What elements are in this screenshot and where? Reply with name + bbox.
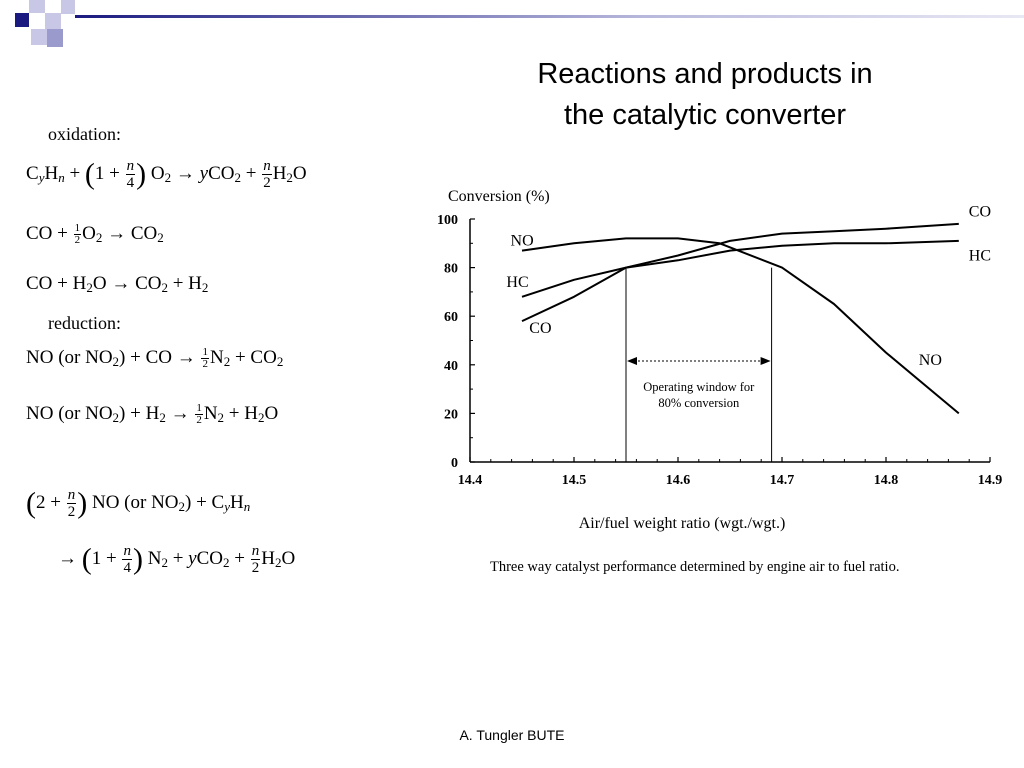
series-label-no-right: NO [919, 352, 942, 369]
window-arrow-left [627, 357, 637, 365]
y-tick-label: 80 [444, 262, 458, 277]
reaction-no-h2: NO (or NO2) + H2 → 1 2 N2 + H2O [26, 402, 279, 427]
y-tick-label: 100 [437, 213, 458, 228]
reaction-co-oxidation: CO + 1 2 O2 → CO2 [26, 222, 164, 247]
x-tick-label: 14.6 [666, 473, 691, 488]
conversion-chart: Conversion (%) 14.4 14.5 14.6 14.7 14.8 14.9 0… [437, 188, 1002, 575]
y-tick-label: 0 [451, 456, 458, 471]
chart-caption: Three way catalyst performance determine… [490, 559, 899, 575]
title-line-2: the catalytic converter [563, 99, 847, 131]
x-axis-label: Air/fuel weight ratio (wgt./wgt.) [579, 515, 786, 532]
operating-window: Operating window for 80% conversion [625, 267, 773, 462]
y-tick-label: 40 [444, 359, 458, 374]
reaction-oxidation-hydrocarbon: CyHn + (1 + n 4) O2 → yCO2 + n 2 H2O [26, 157, 307, 191]
x-tick-label: 14.8 [874, 473, 899, 488]
y-axis-label: Conversion (%) [448, 188, 550, 205]
series-line-hc [521, 239, 959, 298]
reaction-water-gas-shift: CO + H2O → CO2 + H2 [26, 273, 209, 295]
oxidation-heading: oxidation: [48, 124, 121, 144]
series-label-co-right: CO [969, 204, 991, 221]
x-tick-label: 14.7 [770, 473, 795, 488]
y-tick-label: 20 [444, 407, 458, 422]
x-tick-label: 14.9 [978, 473, 1003, 488]
window-label-line-2: 80% conversion [658, 396, 740, 410]
reduction-heading: reduction: [48, 313, 121, 333]
x-tick-label: 14.5 [562, 473, 587, 488]
chart-series: CO CO HC HC NO NO [506, 204, 991, 415]
series-label-hc-right: HC [969, 247, 991, 264]
reaction-no-co: NO (or NO2) + CO → 1 2 N2 + CO2 [26, 346, 284, 371]
series-line-co [521, 222, 959, 323]
x-tick-label: 14.4 [458, 473, 483, 488]
window-label-line-1: Operating window for [643, 380, 755, 394]
series-label-hc-left: HC [506, 274, 528, 291]
window-arrow-right [760, 357, 771, 365]
title-line-1: Reactions and products in [537, 58, 873, 90]
reaction-no-hydrocarbon-line2: → (1 + n 4) N2 + yCO2 + n 2 H2O [58, 542, 296, 576]
chart-axes: 14.4 14.5 14.6 14.7 14.8 14.9 0 20 40 60 80 100 [437, 213, 1002, 488]
series-line-no [521, 237, 960, 415]
reaction-no-hydrocarbon-line1: (2 + n 2) NO (or NO2) + CyHn [26, 486, 251, 520]
slide-title: Reactions and products in the catalytic … [430, 54, 980, 136]
series-label-co-left: CO [529, 320, 551, 337]
y-tick-label: 60 [444, 310, 458, 325]
series-label-no-left: NO [511, 233, 534, 250]
footer-credit: A. Tungler BUTE [459, 727, 565, 743]
